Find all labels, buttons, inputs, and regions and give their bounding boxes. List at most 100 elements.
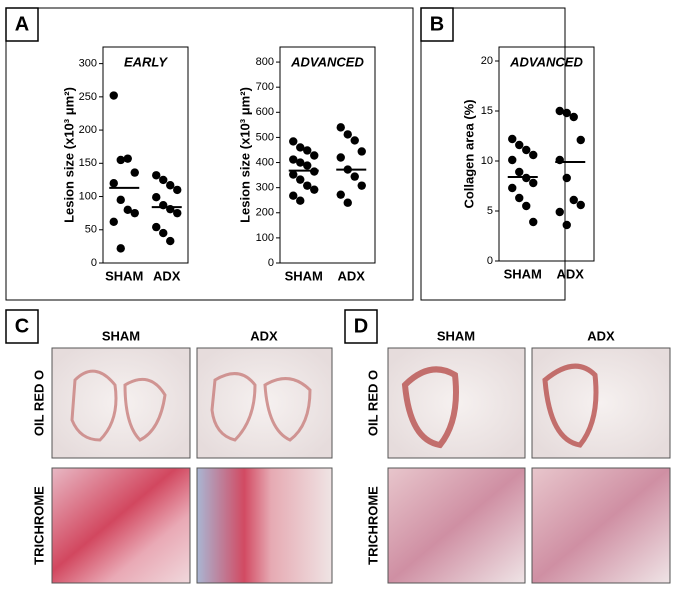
column-label: ADX xyxy=(587,328,615,343)
data-point xyxy=(130,208,139,218)
y-axis-label: Collagen area (%) xyxy=(461,99,476,208)
panel-letter: D xyxy=(354,315,368,337)
column-label: SHAM xyxy=(102,328,140,343)
data-point xyxy=(296,196,305,205)
image xyxy=(196,467,333,584)
y-tick-label: 50 xyxy=(85,224,97,236)
data-point xyxy=(303,181,312,190)
data-point xyxy=(310,151,319,160)
lesion xyxy=(123,377,167,442)
data-point xyxy=(289,170,298,179)
data-point xyxy=(123,205,132,215)
image xyxy=(531,467,671,584)
lesion-outlines xyxy=(70,363,599,449)
data-point xyxy=(555,207,564,217)
data-point xyxy=(576,200,585,210)
y-tick-label: 500 xyxy=(256,131,274,143)
data-point xyxy=(123,154,132,163)
lesion xyxy=(70,369,118,442)
data-point xyxy=(289,137,298,146)
plot-frame xyxy=(498,46,595,262)
column-label: ADX xyxy=(250,328,278,343)
y-tick-label: 800 xyxy=(256,56,274,68)
data-point xyxy=(515,140,524,150)
data-point xyxy=(508,134,517,144)
y-tick-label: 300 xyxy=(79,58,97,70)
data-point xyxy=(166,236,175,246)
data-point xyxy=(508,155,517,165)
image xyxy=(51,347,191,459)
y-tick-label: 700 xyxy=(256,81,274,93)
y-tick-label: 15 xyxy=(481,105,493,117)
row-label: OIL RED O xyxy=(365,370,380,436)
y-axis-label: Lesion size (x10³ μm²) xyxy=(237,87,252,223)
plot-frame xyxy=(279,46,376,264)
y-tick-label: 10 xyxy=(481,155,493,167)
panel-letter: B xyxy=(430,13,444,35)
data-point xyxy=(508,183,517,193)
x-tick-label: ADX xyxy=(557,266,585,281)
y-tick-label: 0 xyxy=(91,257,97,269)
data-point xyxy=(109,217,118,226)
y-tick-label: 250 xyxy=(79,91,97,103)
data-point xyxy=(522,201,531,211)
panel-frame xyxy=(5,7,414,301)
y-tick-label: 600 xyxy=(256,106,274,118)
data-point xyxy=(562,108,571,118)
data-point xyxy=(350,172,359,181)
data-point xyxy=(152,222,161,232)
data-point xyxy=(109,179,118,188)
histology-labels: SHAM ADX OIL RED O TRICHROME SHAM ADX OIL RED … xyxy=(31,328,615,564)
data-point xyxy=(159,228,168,238)
data-point xyxy=(343,130,352,139)
y-tick-label: 200 xyxy=(79,124,97,136)
data-point xyxy=(350,136,359,145)
lesion xyxy=(401,366,459,449)
data-point xyxy=(130,168,139,177)
x-tick-label: SHAM xyxy=(504,266,542,281)
data-point xyxy=(152,171,161,180)
x-tick-label: ADX xyxy=(153,268,181,283)
y-tick-label: 0 xyxy=(268,257,274,269)
data-point xyxy=(159,175,168,185)
data-point xyxy=(357,147,366,156)
data-point xyxy=(289,191,298,200)
image xyxy=(196,347,333,459)
y-tick-label: 20 xyxy=(481,55,493,67)
panel-letter: A xyxy=(15,13,29,35)
data-point xyxy=(116,155,125,165)
data-point xyxy=(116,244,125,253)
y-axis-label: Lesion size (x10³ μm²) xyxy=(61,87,76,223)
data-point xyxy=(562,173,571,183)
image xyxy=(531,347,671,459)
row-label: OIL RED O xyxy=(31,370,46,436)
letter-box xyxy=(344,309,378,344)
histology-images xyxy=(51,347,671,584)
plot-frame xyxy=(102,46,189,264)
data-point xyxy=(152,193,161,202)
letters: A B C D xyxy=(15,13,444,337)
data-point xyxy=(336,123,345,132)
data-point xyxy=(289,155,298,164)
data-point xyxy=(562,220,571,230)
data-point xyxy=(296,143,305,152)
chart-title: ADVANCED xyxy=(509,54,583,69)
data-point xyxy=(522,145,531,155)
chart-title: ADVANCED xyxy=(290,54,364,69)
data-point xyxy=(296,175,305,184)
panel-letter: C xyxy=(15,315,29,337)
y-tick-label: 300 xyxy=(256,182,274,194)
data-point xyxy=(336,190,345,199)
row-label: TRICHROME xyxy=(31,486,46,565)
data-point xyxy=(569,112,578,122)
data-point xyxy=(529,178,538,188)
data-point xyxy=(555,106,564,116)
data-point xyxy=(576,135,585,145)
data-point xyxy=(310,167,319,176)
data-point xyxy=(173,208,182,218)
data-point xyxy=(515,167,524,177)
column-label: SHAM xyxy=(437,328,475,343)
y-tick-label: 0 xyxy=(487,255,493,267)
x-tick-label: ADX xyxy=(338,268,366,283)
